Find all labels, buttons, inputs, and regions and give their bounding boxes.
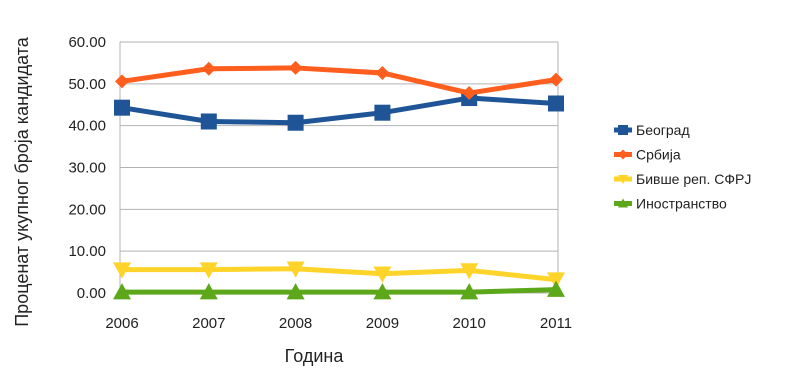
data-point [286, 261, 305, 278]
data-point [373, 283, 392, 300]
data-point [460, 283, 479, 300]
legend-item: Иностранство [614, 196, 727, 212]
data-point [547, 280, 565, 297]
x-tick-label: 2011 [540, 315, 572, 332]
series-line [122, 287, 557, 295]
y-tick-label: 10.00 [68, 243, 106, 260]
legend-swatch-marker [618, 149, 628, 160]
series-line [121, 95, 557, 126]
data-point [113, 262, 131, 279]
data-point [201, 61, 216, 76]
y-axis-title: Проценат укупног броја кандидата [12, 36, 32, 327]
x-tick-label: 2006 [105, 315, 138, 332]
data-point [288, 60, 303, 75]
y-tick-label: 0.00 [77, 285, 106, 302]
series-1 [115, 60, 563, 101]
legend-item: Србија [614, 147, 681, 163]
data-point [115, 74, 129, 89]
data-point [199, 283, 218, 300]
data-point [548, 95, 564, 112]
data-point [286, 283, 305, 300]
series-group [113, 60, 565, 300]
legend-swatch-marker [618, 125, 628, 135]
x-axis-title: Година [285, 346, 345, 366]
legend-swatch-marker [618, 175, 628, 184]
data-point [373, 266, 392, 283]
x-tick-labels: 2006 2007 2008 2009 2010 2011 [105, 315, 572, 332]
data-point [460, 263, 479, 280]
series-line [121, 65, 557, 96]
y-tick-label: 20.00 [68, 201, 106, 218]
series-0 [114, 90, 564, 131]
legend-label: Београд [636, 122, 690, 138]
legend: Београд Србија Бивше реп. СФРЈ Иностранство [614, 122, 751, 212]
legend-label: Србија [636, 147, 681, 163]
data-point [113, 283, 131, 300]
y-tick-label: 40.00 [68, 118, 106, 135]
legend-swatch-marker [618, 198, 628, 208]
data-point [287, 114, 304, 131]
series-3 [113, 280, 565, 300]
series-2 [113, 261, 565, 289]
legend-label: Бивше реп. СФРЈ [636, 171, 751, 187]
y-tick-labels: 0.00 10.00 20.00 30.00 40.00 50.00 60.00 [68, 34, 106, 302]
data-point [547, 272, 565, 289]
legend-item: Бивше реп. СФРЈ [614, 171, 751, 187]
data-point [462, 86, 477, 101]
legend-label: Иностранство [636, 196, 727, 212]
data-point [199, 262, 218, 279]
data-point [375, 65, 390, 80]
y-tick-label: 60.00 [68, 34, 106, 51]
legend-item: Београд [614, 122, 690, 138]
series-line [122, 266, 557, 283]
data-point [549, 72, 563, 87]
data-point [374, 104, 391, 121]
data-point [200, 113, 217, 130]
x-tick-label: 2010 [453, 315, 486, 332]
x-tick-label: 2009 [366, 315, 399, 332]
x-tick-label: 2008 [279, 315, 312, 332]
gridlines [119, 41, 559, 294]
y-tick-label: 50.00 [68, 76, 106, 93]
data-point [114, 99, 130, 116]
y-tick-label: 30.00 [68, 160, 106, 177]
x-tick-label: 2007 [192, 315, 225, 332]
